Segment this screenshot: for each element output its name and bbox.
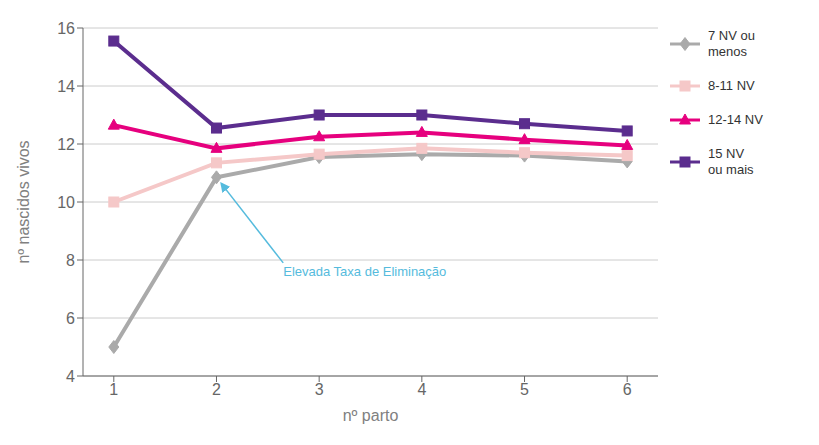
svg-text:4: 4	[66, 368, 75, 385]
svg-text:14: 14	[57, 78, 75, 95]
html-text:7 NV ou menos: 7 NV ou menos	[708, 28, 755, 59]
html-text:12-14 NV: 12-14 NV	[708, 112, 763, 127]
svg-text:nº nascidos vivos: nº nascidos vivos	[15, 140, 32, 263]
svg-text:nº parto: nº parto	[343, 407, 399, 424]
svg-text:16: 16	[57, 20, 75, 37]
svg-text:10: 10	[57, 194, 75, 211]
svg-text:6: 6	[623, 381, 632, 398]
svg-text:8: 8	[66, 252, 75, 269]
svg-text:4: 4	[417, 381, 426, 398]
svg-text:12: 12	[57, 136, 75, 153]
svg-text:2: 2	[212, 381, 221, 398]
svg-text:1: 1	[109, 381, 118, 398]
svg-text:6: 6	[66, 310, 75, 327]
svg-text:3: 3	[315, 381, 324, 398]
svg-text:5: 5	[520, 381, 529, 398]
html-text:15 NV ou mais: 15 NV ou mais	[708, 146, 754, 177]
svg-text:Elevada Taxa de Eliminação: Elevada Taxa de Eliminação	[283, 264, 446, 279]
html-text:8-11 NV: 8-11 NV	[708, 78, 755, 93]
